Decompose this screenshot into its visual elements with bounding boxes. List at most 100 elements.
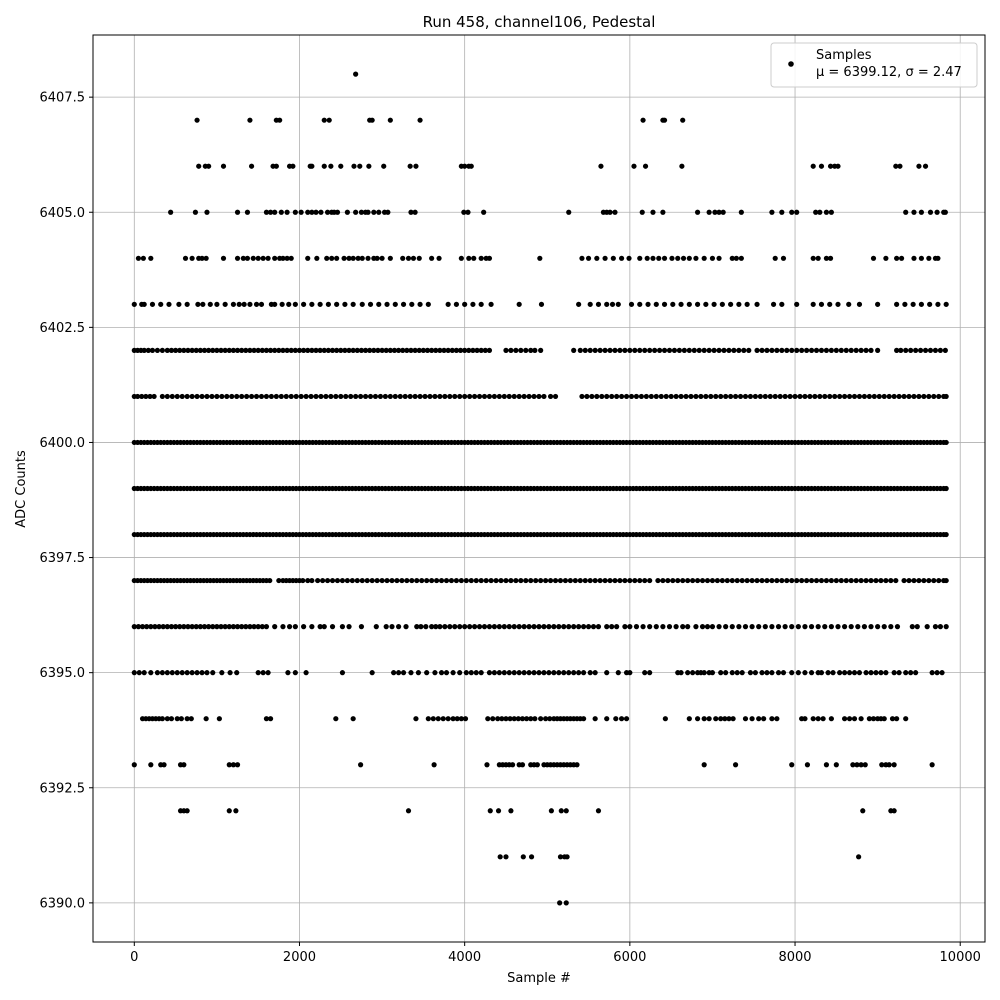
data-point (655, 577, 661, 584)
data-point (685, 670, 691, 676)
data-point (317, 347, 323, 353)
data-point (280, 347, 286, 353)
data-point (729, 577, 735, 584)
data-point (438, 577, 445, 584)
data-point (916, 393, 922, 400)
data-point (185, 347, 191, 353)
data-point (521, 670, 527, 676)
data-point (369, 670, 375, 676)
data-point (633, 624, 640, 630)
data-point (731, 347, 737, 353)
data-point (511, 624, 517, 630)
data-point (738, 209, 744, 215)
data-point (488, 577, 494, 584)
data-point (661, 347, 668, 353)
data-point (637, 255, 643, 261)
data-point (680, 255, 687, 261)
data-point (206, 163, 212, 169)
data-point (587, 347, 593, 353)
data-point (615, 301, 621, 307)
data-point (585, 255, 592, 261)
data-point (308, 393, 314, 400)
data-point (260, 255, 266, 261)
data-point (210, 670, 216, 676)
data-point (280, 255, 286, 261)
data-point (576, 301, 582, 307)
data-point (365, 209, 371, 215)
data-point (156, 624, 162, 630)
data-point (868, 577, 874, 584)
data-point (577, 577, 583, 584)
data-point (498, 577, 504, 584)
data-point (909, 624, 915, 630)
data-point (883, 255, 889, 261)
data-point (835, 301, 841, 307)
data-point (931, 393, 937, 400)
data-point (273, 393, 279, 400)
data-point (395, 347, 402, 353)
data-point (709, 670, 716, 676)
data-point (168, 209, 174, 215)
data-point (309, 577, 315, 584)
data-point (563, 808, 569, 814)
data-point (486, 255, 493, 261)
y-tick-label: 6407.5 (40, 91, 86, 106)
data-point (640, 624, 646, 630)
data-point (804, 762, 811, 768)
data-point (846, 393, 853, 400)
data-point (210, 347, 216, 353)
data-point (449, 347, 455, 353)
data-point (303, 393, 309, 400)
data-point (644, 255, 650, 261)
x-axis-label: Sample # (507, 971, 571, 986)
data-point (680, 117, 686, 123)
data-point (272, 347, 278, 353)
data-point (161, 762, 167, 768)
data-point (531, 393, 537, 400)
data-point (179, 393, 185, 400)
data-point (563, 900, 569, 906)
data-point (159, 716, 165, 722)
data-point (318, 209, 324, 215)
data-point (774, 347, 780, 353)
data-point (738, 255, 744, 261)
data-point (265, 255, 271, 261)
data-point (184, 301, 190, 307)
data-point (524, 716, 530, 722)
data-point (595, 301, 602, 307)
data-point (810, 716, 816, 722)
data-point (139, 393, 145, 400)
data-point (429, 577, 435, 584)
data-point (236, 301, 242, 307)
data-point (484, 762, 490, 768)
data-point (184, 670, 190, 676)
data-point (769, 577, 775, 584)
data-point (491, 624, 497, 630)
data-point (742, 393, 749, 400)
data-point (808, 577, 815, 584)
data-point (647, 670, 653, 676)
data-point (351, 163, 357, 169)
data-point (219, 670, 225, 676)
data-point (802, 716, 808, 722)
data-point (581, 670, 587, 676)
data-point (538, 347, 544, 353)
data-point (141, 301, 147, 307)
data-point (841, 393, 848, 400)
data-point (749, 716, 755, 722)
data-point (612, 347, 618, 353)
data-point (241, 301, 247, 307)
data-point (369, 577, 375, 584)
data-point (148, 670, 154, 676)
data-point (922, 163, 929, 169)
data-point (643, 393, 649, 400)
data-point (324, 577, 331, 584)
data-point (147, 393, 153, 400)
data-point (404, 347, 410, 353)
data-point (704, 577, 711, 584)
data-point (592, 577, 598, 584)
data-point (301, 624, 307, 630)
data-point (774, 716, 780, 722)
data-point (478, 577, 484, 584)
y-tick-label: 6405.0 (40, 206, 86, 221)
